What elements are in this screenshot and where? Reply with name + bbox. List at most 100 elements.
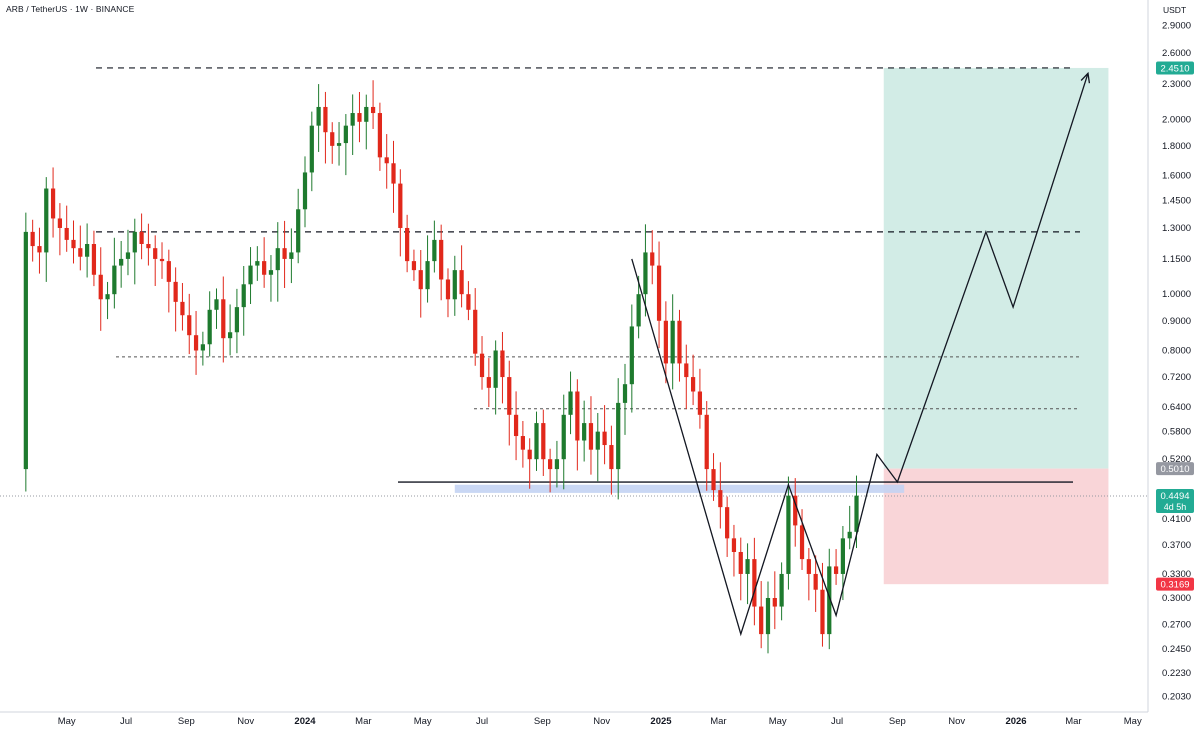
candle-body [180,301,185,316]
candle-body [153,248,158,259]
candle-body [493,350,498,388]
candle-body [132,231,137,253]
candle-body [622,384,628,403]
candle-body [643,252,648,295]
candle-body [343,125,348,144]
candle-body [466,294,471,310]
time-tick-label: Mar [710,716,726,727]
time-tick-label: 2025 [650,716,672,727]
time-tick-label: Jul [831,716,843,727]
candle-body [227,332,233,339]
candle-body [57,218,62,228]
candle-body [44,188,49,253]
candle-body [159,258,165,262]
time-tick-label: May [58,716,76,727]
candle-body [527,449,532,460]
candle-body [588,423,594,450]
time-tick-label: Nov [593,716,610,727]
price-tag-value: 0.5010 [1160,464,1189,475]
candle-body [214,299,219,310]
candle-body [500,350,505,378]
candle-body [479,353,485,378]
price-tick-label: 0.2450 [1162,644,1191,655]
candle-body [704,414,709,470]
price-tick-label: 0.6400 [1162,402,1191,413]
price-tick-label: 2.9000 [1162,21,1191,32]
candle-body [793,495,798,526]
time-axis: May Jul Sep Nov 2024 Mar May Jul Sep Nov 2025 Mar Ma… [58,716,1142,727]
time-tick-label: Mar [1065,716,1081,727]
candle-body [670,320,675,364]
candle-body [561,414,566,460]
candle-body [146,244,151,249]
price-tick-label: 0.2700 [1162,620,1191,631]
candle-body [827,566,832,635]
candle-body [411,261,417,271]
candle-body [459,270,464,295]
candle-body [772,598,777,607]
price-tag-bg [1156,61,1194,75]
candle-body [636,294,641,327]
price-tick-label: 0.3700 [1162,540,1191,551]
candle-body [718,490,723,508]
candle-body [71,239,76,249]
candle-body [302,172,308,210]
candle-body [711,469,716,491]
candle-body [323,106,328,133]
candle-body [854,495,859,532]
candle-body [847,531,852,539]
candle-body [316,106,321,126]
candle-body [690,377,696,392]
time-tick-label: May [414,716,432,727]
candle-body [377,113,383,158]
price-tick-label: 1.6000 [1162,171,1191,182]
candle-body [520,436,525,450]
price-tick-label: 0.3000 [1162,593,1191,604]
candle-body [833,566,839,574]
candle-body [78,248,83,257]
candle-body [759,606,764,635]
candle-body [840,538,846,574]
candle-body [568,391,573,415]
price-tag-bg [1156,489,1194,514]
price-tag-value: 0.4494 [1160,491,1189,502]
candle-body [731,538,737,552]
candle-body [677,320,682,364]
candle-body [452,270,457,300]
candle-body [752,559,757,607]
price-tick-label: 1.1500 [1162,254,1191,265]
candle-body [405,227,410,262]
price-tick-label: 0.2230 [1162,668,1191,679]
price-tick-label: 1.0000 [1162,289,1191,300]
candle-body [575,391,580,441]
candle-body [255,261,260,266]
price-tag-bg [1156,462,1194,476]
time-tick-label: Sep [534,716,551,727]
time-tick-label: Sep [889,716,906,727]
price-unit-label: USDT [1163,5,1187,15]
candle-body [350,113,355,126]
candle-body [173,281,178,302]
candle-body [105,294,110,300]
candle-body [541,423,546,460]
candle-body [139,231,144,245]
candle-body [125,252,131,259]
candle-body [629,326,634,385]
price-tag: 0.5010 [1156,462,1194,476]
candle-body [602,431,607,446]
time-tick-label: Nov [948,716,965,727]
candle-body [357,113,362,122]
candle-body [268,270,274,275]
candle-body [439,239,444,280]
candle-body [330,132,335,146]
candle-body [820,589,825,635]
candle-body [336,143,342,146]
price-tick-label: 0.9000 [1162,316,1191,327]
candle-body [309,125,314,173]
candle-body [616,402,621,470]
candle-body [765,598,771,635]
price-tag-countdown: 4d 5h [1164,502,1187,512]
